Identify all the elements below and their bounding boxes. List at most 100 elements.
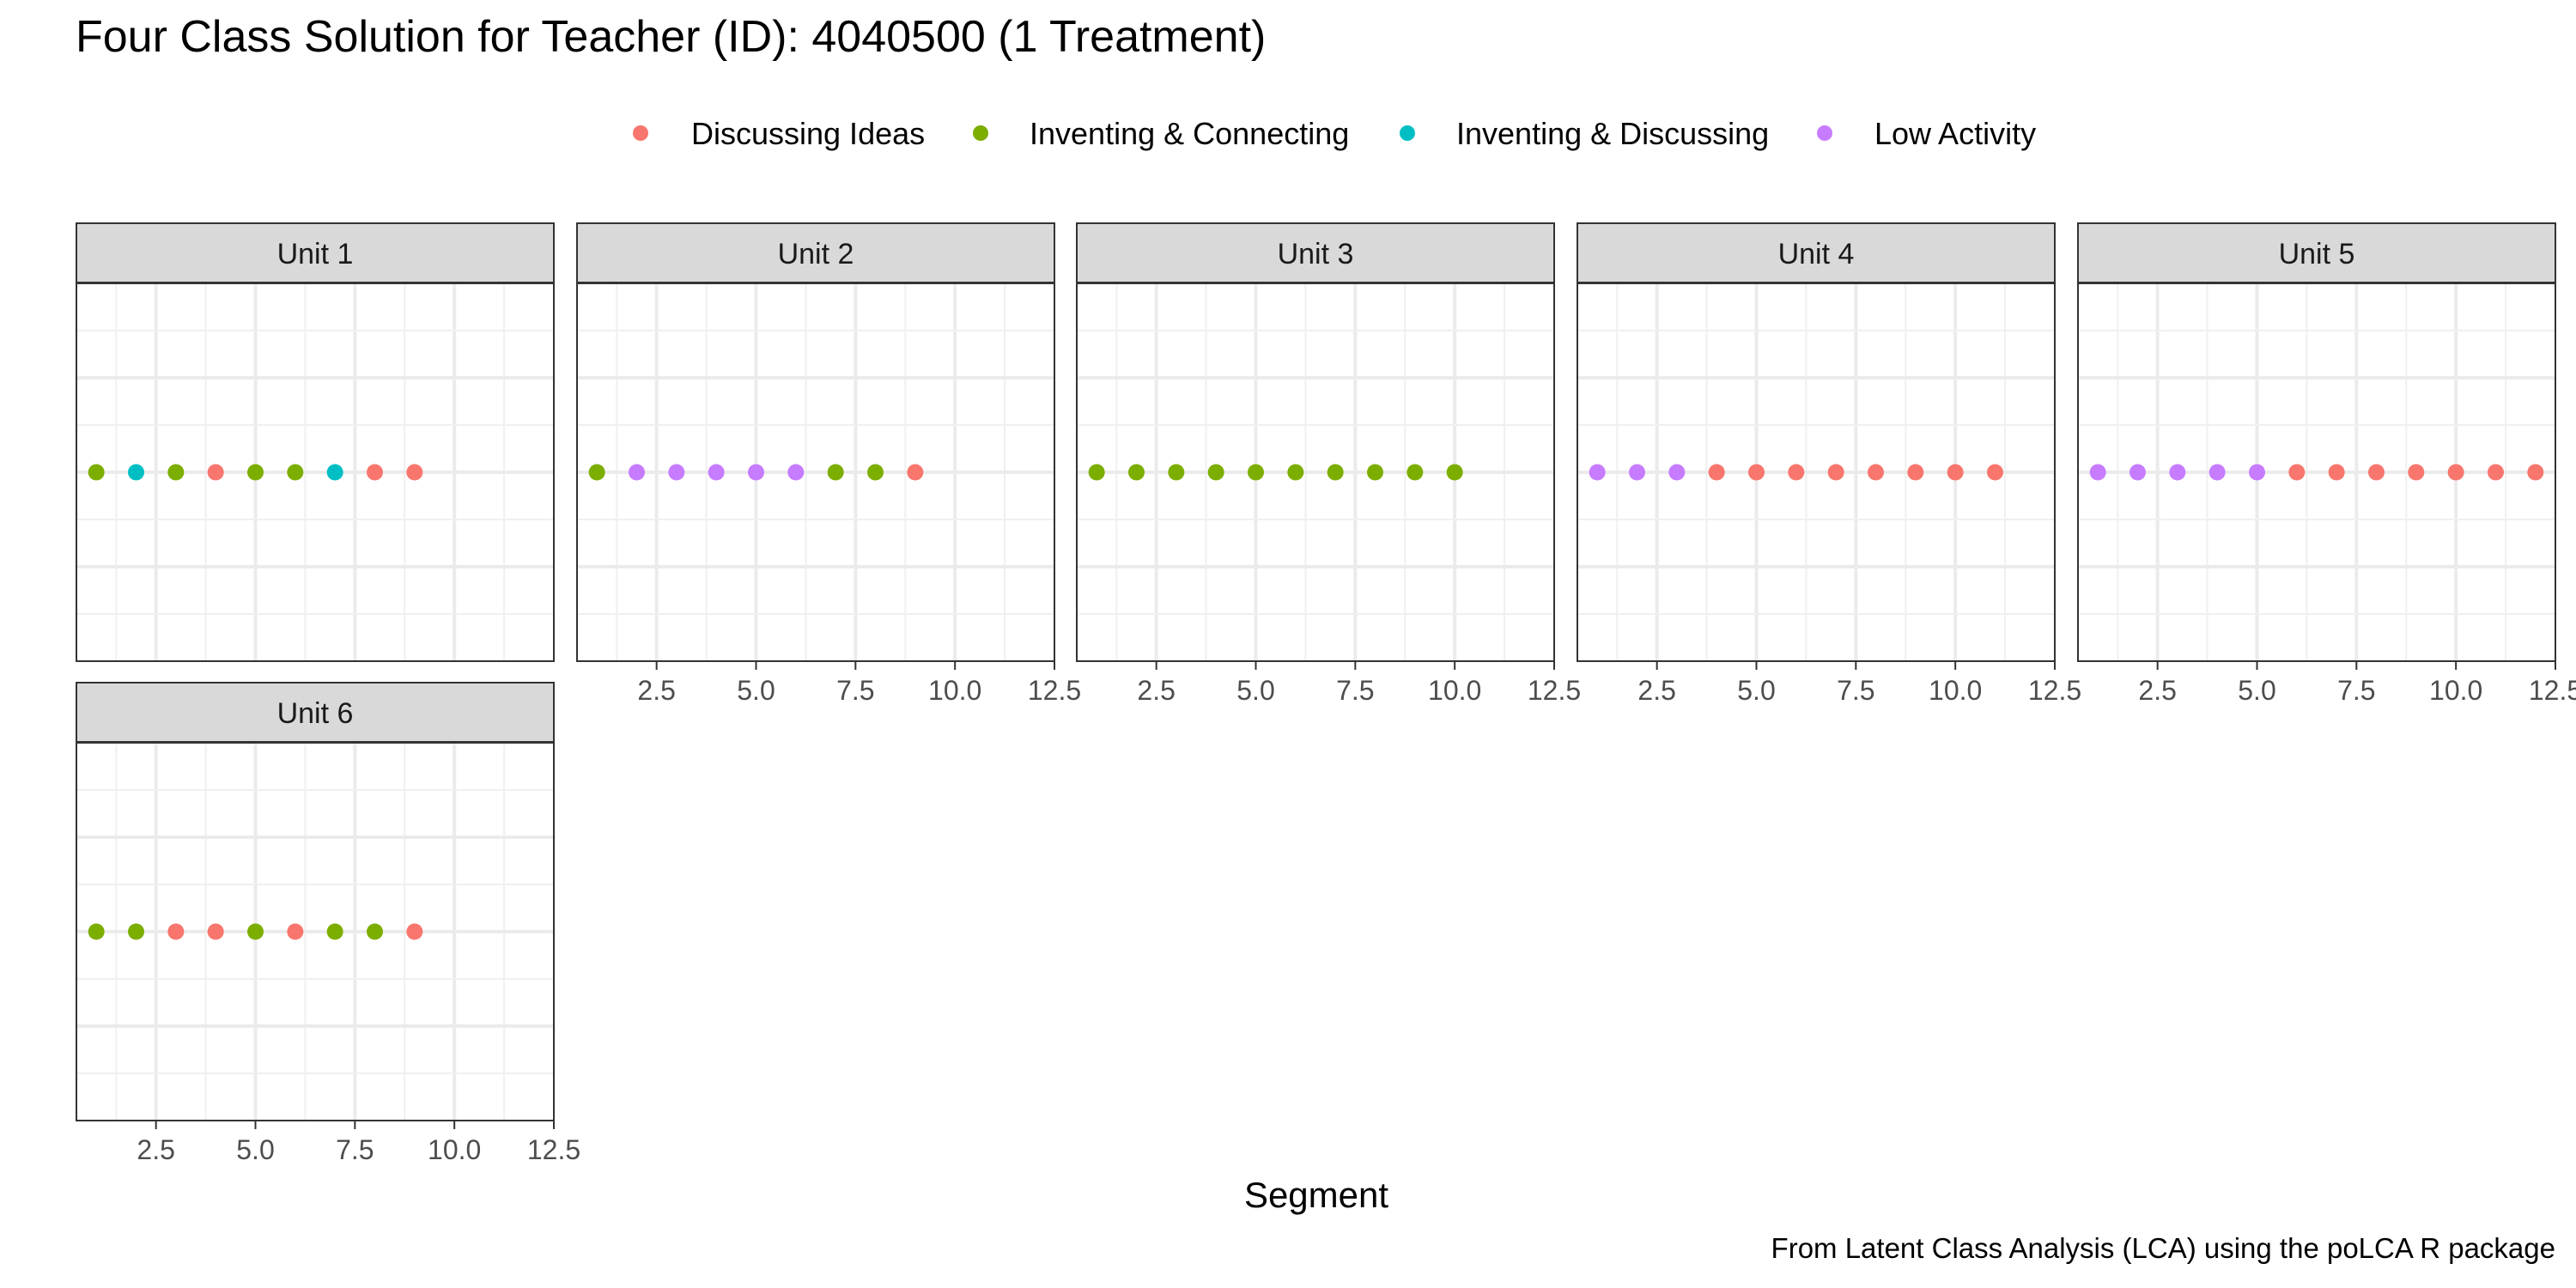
x-tick-label: 5.0 [236,1134,274,1165]
data-point [128,464,144,481]
strip-label-unit-5: Unit 5 [2279,238,2355,270]
x-tick-label: 7.5 [336,1134,374,1165]
legend-key-inventing-and-connecting [973,125,988,141]
data-point [907,464,924,481]
x-tick-label: 10.0 [928,675,981,706]
data-point [1788,464,1805,481]
data-point [867,464,884,481]
data-point [1987,464,2003,481]
data-point [406,923,423,940]
data-point [787,464,805,481]
strip-label-unit-2: Unit 2 [778,238,854,270]
data-point [1589,464,1606,481]
data-point [629,464,645,481]
data-point [1868,464,1884,481]
x-tick-label: 2.5 [137,1134,174,1165]
legend-key-low-activity [1817,125,1832,141]
x-tick-label: 12.5 [2529,675,2576,706]
x-tick-label: 2.5 [637,675,675,706]
data-point [167,923,185,940]
x-tick-label: 5.0 [1737,675,1775,706]
data-point [247,923,264,940]
data-point [2408,464,2425,481]
x-tick-label: 7.5 [2337,675,2375,706]
data-point [1907,464,1924,481]
legend-item-low-activity: Low Activity [1817,116,2036,151]
x-tick-label: 12.5 [1028,675,1081,706]
data-point [406,464,423,481]
legend-item-inventing-and-discussing: Inventing & Discussing [1400,116,1769,151]
legend-key-inventing-and-discussing [1400,125,1415,141]
data-point [2208,464,2226,481]
data-point [2288,464,2306,481]
data-point [1088,464,1105,481]
data-point [1748,464,1765,481]
x-tick-label: 10.0 [2429,675,2482,706]
strip-label-unit-3: Unit 3 [1278,238,1354,270]
data-point [1708,464,1725,481]
data-point [1287,464,1304,481]
data-point [2129,464,2146,481]
panel-unit-5: Unit 5 2.5 5.0 7.5 10.0 12.5 [2077,222,2576,706]
panel-border [76,283,555,662]
strip-label-unit-6: Unit 6 [277,697,354,730]
legend-item-inventing-and-connecting: Inventing & Connecting [973,116,1349,151]
data-point [367,923,383,940]
data-point [1629,464,1645,481]
data-point [326,464,343,481]
data-point [1668,464,1686,481]
chart-title: Four Class Solution for Teacher (ID): 40… [76,12,1266,62]
data-point [2169,464,2186,481]
legend-label-low-activity: Low Activity [1874,116,2036,151]
strip-unit-4 [1577,222,2056,284]
data-point [1168,464,1185,481]
x-tick-label: 12.5 [527,1134,580,1165]
data-point [1128,464,1145,481]
x-tick-label: 10.0 [428,1134,481,1165]
data-point [326,923,343,940]
facet-panels: Unit 1 Unit 2 2.5 5.0 7.5 10.0 12.5 Unit 3 2.5 5.… [76,222,2576,1165]
data-point [1827,464,1844,481]
data-point [167,464,185,481]
data-point [2368,464,2385,481]
data-point [1248,464,1264,481]
panel-border [1577,283,2056,662]
panel-border [1076,283,1555,662]
x-tick-label: 7.5 [1336,675,1374,706]
strip-unit-2 [576,222,1055,284]
data-point [1327,464,1344,481]
legend-label-inventing-and-discussing: Inventing & Discussing [1456,116,1769,151]
x-tick-label: 12.5 [1528,675,1581,706]
x-axis-title: Segment [1244,1175,1388,1215]
data-point [2328,464,2345,481]
x-tick-label: 5.0 [1236,675,1274,706]
data-point [88,923,105,940]
panel-unit-4: Unit 4 2.5 5.0 7.5 10.0 12.5 [1577,222,2081,706]
panel-unit-1: Unit 1 [76,222,555,662]
x-tick-label: 2.5 [1137,675,1175,706]
legend-label-inventing-and-connecting: Inventing & Connecting [1030,116,1349,151]
strip-label-unit-4: Unit 4 [1778,238,1855,270]
data-point [748,464,764,481]
data-point [668,464,685,481]
x-tick-label: 7.5 [1837,675,1874,706]
data-point [287,464,304,481]
chart-caption: From Latent Class Analysis (LCA) using t… [1771,1232,2555,1264]
data-point [207,923,224,940]
data-point [588,464,605,481]
data-point [2527,464,2544,481]
x-tick-label: 12.5 [2028,675,2081,706]
x-tick-label: 10.0 [1929,675,1982,706]
data-point [247,464,264,481]
x-tick-label: 5.0 [2238,675,2275,706]
strip-unit-1 [76,222,555,284]
legend-key-discussing-ideas [633,125,648,141]
data-point [367,464,383,481]
x-tick-label: 2.5 [2138,675,2176,706]
data-point [287,923,304,940]
data-point [88,464,105,481]
panel-unit-6: Unit 6 2.5 5.0 7.5 10.0 12.5 [76,682,580,1165]
x-tick-label: 7.5 [836,675,874,706]
panel-border [576,283,1055,662]
